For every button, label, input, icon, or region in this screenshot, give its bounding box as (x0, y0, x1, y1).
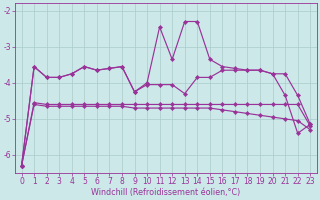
X-axis label: Windchill (Refroidissement éolien,°C): Windchill (Refroidissement éolien,°C) (91, 188, 241, 197)
